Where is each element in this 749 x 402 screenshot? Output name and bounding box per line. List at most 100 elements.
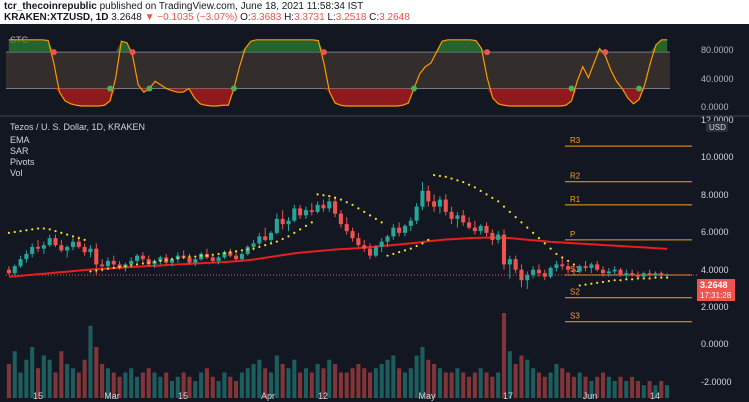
candle-body [373, 246, 378, 256]
candle-body [560, 264, 565, 267]
stc-sell-signal [129, 49, 136, 56]
candle-body [397, 227, 402, 233]
volume-bar [379, 364, 384, 398]
volume-bar [624, 381, 629, 398]
sar-dot [194, 255, 197, 258]
volume-axis-label: 0.0000 [701, 339, 729, 349]
candle-body [111, 260, 116, 265]
volume-bar [65, 364, 70, 398]
open-label: O: [240, 12, 251, 23]
volume-bar [135, 376, 140, 398]
candle-body [472, 227, 477, 232]
sar-dot [566, 259, 570, 263]
sar-dot [619, 279, 622, 282]
sar-dot [596, 281, 599, 284]
stc-sell-signal [602, 49, 609, 56]
volume-bar [158, 376, 163, 398]
candle-body [612, 269, 617, 272]
price-pane[interactable]: R3 R2 R1 P S1 S2 S3 Tezos / U. S. Dollar, 1D, … [6, 115, 735, 398]
sar-dot [485, 193, 488, 196]
candle-body [65, 246, 70, 251]
volume-bar [327, 359, 332, 398]
indicator-pivots-label[interactable]: Pivots [10, 157, 35, 167]
volume-bar [548, 372, 553, 398]
sar-dot [543, 242, 546, 245]
sar-dot [351, 203, 354, 206]
sar-dot [234, 250, 238, 253]
pivot-label-p: P [570, 230, 575, 239]
sar-dot [246, 248, 249, 251]
publish-line: tcr_thecoinrepublic published on Trading… [4, 1, 363, 12]
indicator-vol-label[interactable]: Vol [10, 168, 23, 178]
price-axis-label: 4.0000 [701, 265, 729, 275]
sar-dot [339, 198, 343, 201]
volume-bar [286, 368, 291, 398]
sar-dot [31, 228, 34, 231]
volume-bar [333, 364, 338, 398]
price-axis-label: 2.0000 [701, 302, 729, 312]
candle-body [210, 257, 215, 261]
sar-dot [625, 278, 628, 281]
price-axis[interactable]: 12.0000 10.0000 8.0000 6.0000 4.0000 2.0… [701, 115, 734, 387]
stc-buy-signal [146, 85, 153, 92]
volume-bar [303, 368, 309, 398]
volume-bar [414, 355, 419, 398]
sar-dot [398, 251, 401, 254]
pivot-label-s2: S2 [570, 288, 580, 297]
sar-dot [281, 237, 284, 241]
currency-badge[interactable] [706, 121, 728, 132]
volume-axis-label: -2.0000 [701, 377, 732, 387]
chart-canvas[interactable]: STC 80.0000 40.0000 0.0000 R3 R2 R1 P S1 S2 S3… [0, 24, 749, 402]
sar-dot [328, 194, 331, 198]
stc-pane[interactable]: STC 80.0000 40.0000 0.0000 [6, 35, 734, 112]
volume-bar [245, 368, 250, 398]
candle-body [583, 266, 588, 268]
indicator-ema-label[interactable]: EMA [10, 135, 30, 145]
volume-bar [82, 359, 87, 398]
volume-bar [35, 368, 41, 398]
countdown-timer: 17:31:28 [700, 291, 732, 300]
candle-body [356, 238, 361, 246]
candle-body [47, 238, 52, 246]
candle-body [449, 211, 454, 219]
volume-bar [566, 372, 571, 398]
volume-bar [321, 368, 326, 398]
volume-bar [501, 313, 507, 398]
time-axis[interactable]: 15 Mar 15 Apr 12 May 17 Jun 14 [33, 391, 660, 401]
candle-body [70, 241, 76, 247]
candle-body [169, 259, 175, 263]
stc-line [8, 39, 668, 107]
pivot-label-r3: R3 [570, 136, 581, 145]
author-name[interactable]: tcr_thecoinrepublic [4, 1, 97, 12]
sar-dot [106, 267, 110, 270]
sar-dot [520, 221, 523, 224]
sar-dot [217, 252, 220, 256]
sar-dot [532, 231, 535, 234]
candle-body [490, 232, 495, 240]
volume-bar [426, 359, 431, 398]
volume-bar [123, 372, 128, 398]
sar-dot [240, 249, 243, 252]
sar-dot [264, 244, 267, 247]
sar-dot [363, 210, 366, 213]
candle-body [76, 241, 81, 247]
candle-body [309, 210, 314, 212]
candle-body [507, 259, 512, 265]
candle-body [478, 225, 483, 232]
time-axis-label: 15 [178, 391, 188, 401]
price-axis-label: 8.0000 [701, 190, 729, 200]
volume-bar [618, 376, 623, 398]
pivot-label-r1: R1 [570, 195, 581, 204]
sar-dot [147, 261, 150, 264]
sar-dot [19, 230, 22, 233]
last-price: 3.2648 [111, 12, 142, 23]
sar-dot [83, 238, 86, 241]
volume-bar [187, 376, 192, 398]
stc-band [6, 52, 670, 89]
sar-dot [648, 277, 651, 280]
indicator-sar-label[interactable]: SAR [10, 146, 29, 156]
candle-body [501, 234, 507, 265]
volume-bar [146, 368, 151, 398]
sar-dot [590, 282, 593, 285]
volume-bar [367, 372, 373, 398]
